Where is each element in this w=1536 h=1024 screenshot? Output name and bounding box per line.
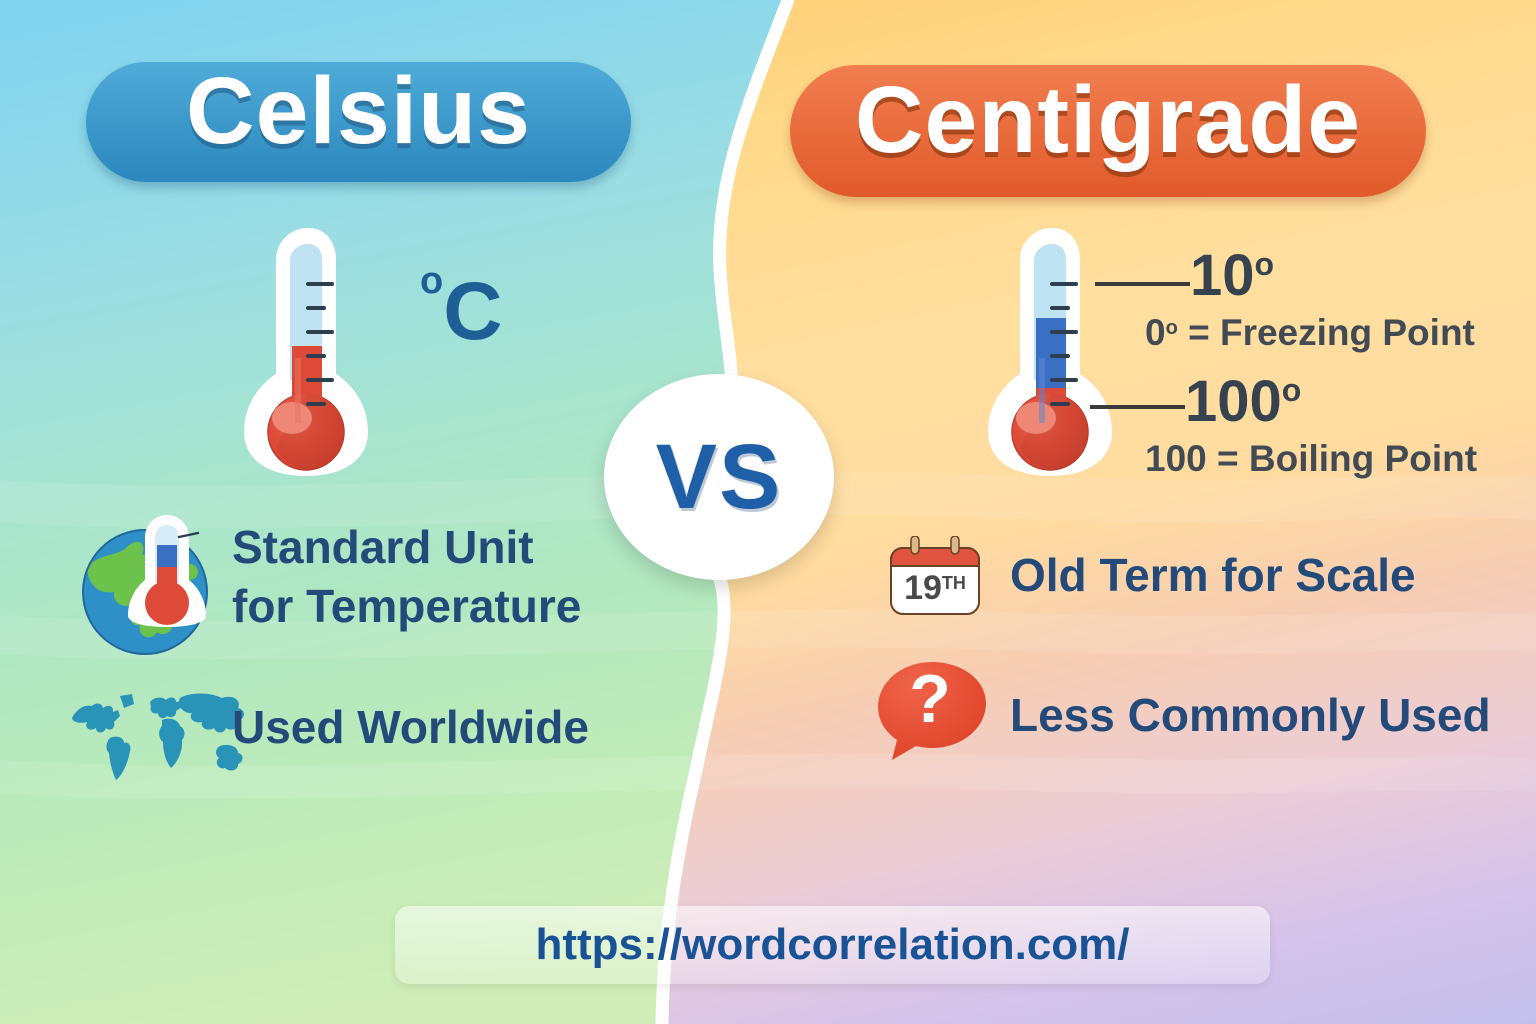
svg-text:?: ?: [909, 662, 951, 737]
